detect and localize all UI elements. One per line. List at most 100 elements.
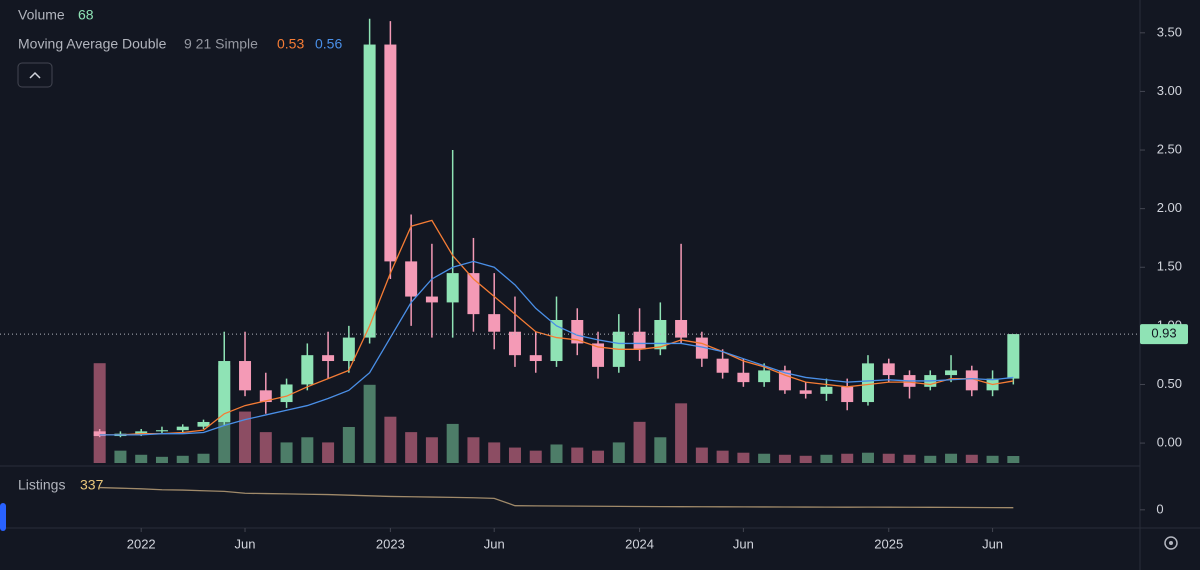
volume-bar: [799, 455, 812, 463]
volume-bar: [758, 453, 771, 463]
last-price-box: [1140, 324, 1188, 345]
volume-bar: [571, 447, 584, 463]
volume-bar: [363, 384, 376, 463]
volume-bar: [93, 363, 106, 463]
listings-line: [99, 486, 1014, 509]
volume-value: 68: [78, 7, 94, 23]
candle-body: [342, 337, 355, 362]
volume-bar: [550, 444, 563, 463]
collapse-button[interactable]: [17, 62, 53, 88]
candle-body: [405, 261, 418, 297]
volume-bar: [716, 450, 729, 463]
candle-body: [841, 386, 854, 403]
volume-bar: [654, 437, 667, 463]
candle-body: [446, 273, 459, 303]
side-tab[interactable]: [0, 503, 6, 531]
volume-bar: [986, 455, 999, 463]
y-tick-label: 3.00: [1157, 83, 1182, 98]
volume-bar: [176, 455, 189, 463]
candle-body: [280, 384, 293, 403]
ma-label: Moving Average Double: [18, 36, 167, 52]
candle-body: [945, 370, 958, 376]
x-tick-label: 2023: [376, 536, 405, 551]
x-tick-label: Jun: [982, 536, 1003, 551]
y-tick-label: 2.00: [1157, 200, 1182, 215]
volume-bar: [405, 432, 418, 463]
volume-bar: [508, 447, 521, 463]
volume-bar: [675, 403, 688, 463]
candle-body: [425, 296, 438, 303]
listings-value: 337: [80, 477, 104, 493]
volume-bar: [861, 452, 874, 463]
volume-bar: [322, 442, 335, 463]
volume-bar: [882, 453, 895, 463]
candle-body: [965, 370, 978, 391]
candle-body: [633, 331, 646, 350]
candle-body: [820, 386, 833, 394]
volume-bar: [778, 454, 791, 463]
candle-body: [882, 363, 895, 376]
volume-bar: [945, 453, 958, 463]
volume-bar: [259, 432, 272, 463]
candle-body: [239, 361, 252, 391]
volume-bar: [342, 426, 355, 463]
candle-body: [675, 319, 688, 338]
y-tick-label: 0: [1156, 501, 1163, 516]
candle-body: [758, 370, 771, 383]
settings-icon[interactable]: [1164, 536, 1178, 550]
candle-body: [363, 44, 376, 338]
candle-body: [799, 390, 812, 394]
candle-body: [218, 361, 231, 422]
ma-value: 0.56: [315, 36, 342, 52]
y-tick-label: 1.50: [1157, 259, 1182, 274]
candle-body: [155, 430, 168, 432]
volume-bar: [155, 456, 168, 463]
candle-body: [197, 421, 210, 427]
candle-body: [322, 355, 335, 362]
candle-body: [716, 358, 729, 373]
candle-body: [571, 319, 584, 344]
volume-bar: [965, 454, 978, 463]
volume-bar: [301, 437, 314, 463]
volume-bar: [695, 447, 708, 463]
volume-bar: [114, 450, 127, 463]
candle-body: [550, 319, 563, 362]
candle-body: [259, 390, 272, 403]
volume-bar: [633, 421, 646, 463]
volume-bar: [384, 416, 397, 463]
volume-bar: [1007, 456, 1020, 463]
y-tick-label: 0.50: [1157, 376, 1182, 391]
volume-bar: [425, 437, 438, 463]
candle-body: [488, 314, 501, 332]
x-tick-label: Jun: [235, 536, 256, 551]
volume-bar: [467, 437, 480, 463]
volume-bar: [446, 423, 459, 463]
x-tick-label: 2025: [874, 536, 903, 551]
volume-label: Volume: [18, 7, 65, 23]
candle-body: [135, 431, 148, 434]
volume-bar: [924, 455, 937, 463]
candle-body: [778, 370, 791, 391]
volume-bar: [612, 442, 625, 463]
volume-bar: [239, 411, 252, 463]
volume-bar: [820, 454, 833, 463]
y-tick-label: 0.00: [1157, 435, 1182, 450]
candle-body: [508, 331, 521, 356]
volume-bar: [529, 450, 542, 463]
volume-bar: [135, 454, 148, 463]
moving-average-line: [99, 260, 1014, 436]
candle-body: [93, 431, 106, 437]
y-tick-label: 2.50: [1157, 141, 1182, 156]
last-price-label: 0.93: [1151, 326, 1176, 341]
volume-bar: [592, 450, 605, 463]
candle-body: [176, 426, 189, 431]
y-tick-label: 3.50: [1157, 24, 1182, 39]
candle-body: [467, 273, 480, 315]
candle-body: [1007, 334, 1020, 379]
candle-body: [737, 372, 750, 383]
listings-label: Listings: [18, 477, 65, 493]
volume-bar: [280, 442, 293, 463]
volume-bar: [737, 452, 750, 463]
x-tick-label: 2024: [625, 536, 654, 551]
